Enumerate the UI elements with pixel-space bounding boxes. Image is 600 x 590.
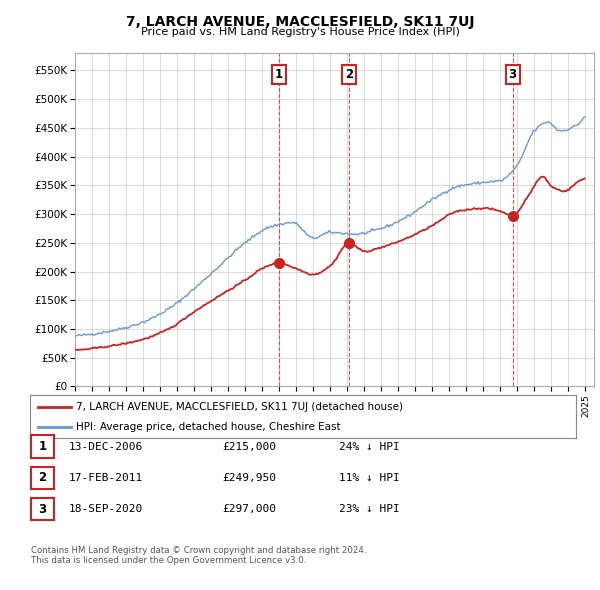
Text: £297,000: £297,000 xyxy=(222,504,276,514)
Text: 11% ↓ HPI: 11% ↓ HPI xyxy=(339,473,400,483)
Text: Price paid vs. HM Land Registry's House Price Index (HPI): Price paid vs. HM Land Registry's House … xyxy=(140,27,460,37)
Text: 1: 1 xyxy=(38,440,47,453)
Text: 2: 2 xyxy=(38,471,47,484)
Text: 13-DEC-2006: 13-DEC-2006 xyxy=(69,442,143,451)
Text: £215,000: £215,000 xyxy=(222,442,276,451)
Text: 1: 1 xyxy=(274,68,283,81)
Text: 2: 2 xyxy=(345,68,353,81)
Text: 23% ↓ HPI: 23% ↓ HPI xyxy=(339,504,400,514)
Text: 7, LARCH AVENUE, MACCLESFIELD, SK11 7UJ (detached house): 7, LARCH AVENUE, MACCLESFIELD, SK11 7UJ … xyxy=(76,402,403,412)
Text: £249,950: £249,950 xyxy=(222,473,276,483)
Text: 17-FEB-2011: 17-FEB-2011 xyxy=(69,473,143,483)
Text: This data is licensed under the Open Government Licence v3.0.: This data is licensed under the Open Gov… xyxy=(31,556,307,565)
Text: 24% ↓ HPI: 24% ↓ HPI xyxy=(339,442,400,451)
Text: Contains HM Land Registry data © Crown copyright and database right 2024.: Contains HM Land Registry data © Crown c… xyxy=(31,546,367,555)
Text: 18-SEP-2020: 18-SEP-2020 xyxy=(69,504,143,514)
Text: 3: 3 xyxy=(509,68,517,81)
Text: 3: 3 xyxy=(38,503,47,516)
Text: 7, LARCH AVENUE, MACCLESFIELD, SK11 7UJ: 7, LARCH AVENUE, MACCLESFIELD, SK11 7UJ xyxy=(126,15,474,30)
Text: HPI: Average price, detached house, Cheshire East: HPI: Average price, detached house, Ches… xyxy=(76,422,341,432)
